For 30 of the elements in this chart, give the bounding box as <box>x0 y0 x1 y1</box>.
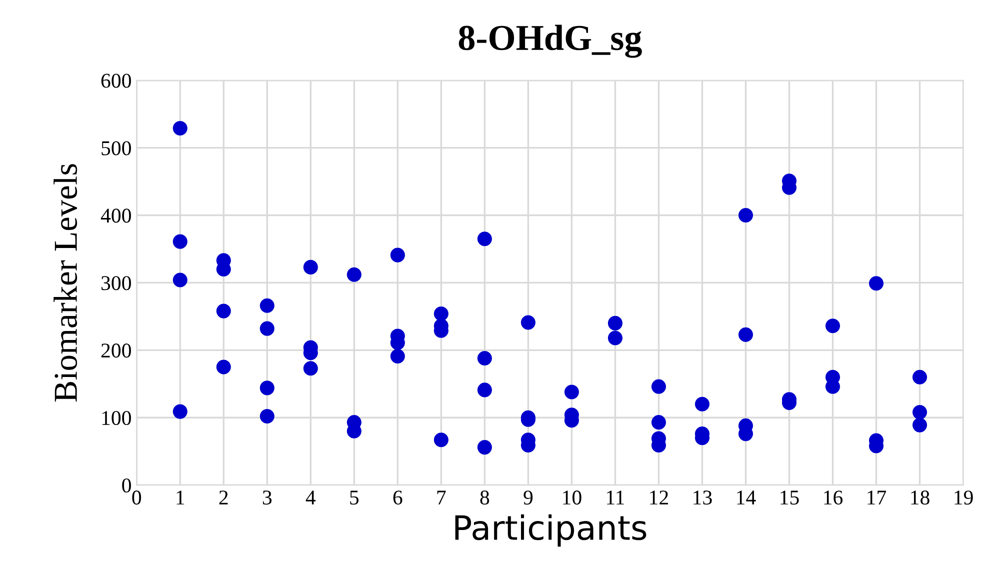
x-tick-label: 4 <box>306 490 316 504</box>
y-tick-label: 600 <box>101 74 131 88</box>
x-tick-label: 6 <box>393 490 402 505</box>
y-tick-label: 400 <box>100 208 131 223</box>
x-tick-label: 16 <box>824 490 843 505</box>
x-tick-label: 17 <box>868 490 886 504</box>
y-tick-label: 500 <box>102 141 131 156</box>
x-tick-label: 12 <box>650 490 668 504</box>
x-tick-label: 19 <box>954 490 973 505</box>
y-tick-label: 300 <box>102 276 131 290</box>
x-tick-label: 9 <box>524 490 533 505</box>
x-tick-label: 8 <box>480 490 490 505</box>
x-tick-label: 0 <box>132 490 142 505</box>
x-axis-title: Participants <box>455 514 646 547</box>
x-tick-label: 18 <box>911 490 930 505</box>
x-tick-label: 2 <box>219 490 228 504</box>
x-tick-label: 1 <box>176 490 184 504</box>
y-tick-label: 200 <box>101 344 131 358</box>
y-tick-label: 0 <box>122 478 131 493</box>
x-tick-label: 7 <box>437 490 446 504</box>
y-tick-label: 100 <box>102 410 131 426</box>
x-tick-label: 14 <box>737 490 756 504</box>
x-tick-label: 15 <box>780 490 799 505</box>
chart-title: 8-OHdG_sg <box>458 24 642 58</box>
x-tick-label: 10 <box>563 490 582 505</box>
x-tick-label: 5 <box>350 490 359 505</box>
x-tick-label: 3 <box>262 490 272 505</box>
x-tick-label: 13 <box>694 490 712 505</box>
y-axis-title: Biomarker Levels <box>54 164 78 402</box>
x-tick-label: 11 <box>607 490 624 504</box>
